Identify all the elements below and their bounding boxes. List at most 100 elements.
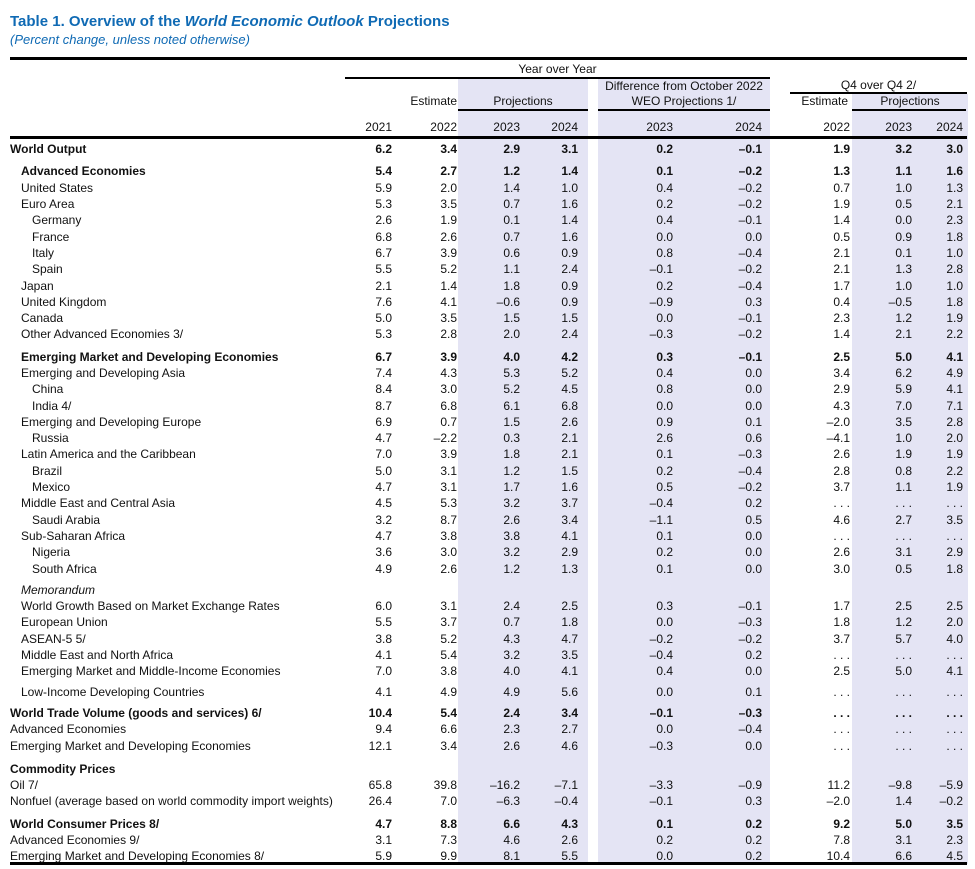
cell: 2.7: [440, 164, 457, 179]
cell: 3.5: [440, 197, 457, 212]
cell: 5.6: [561, 684, 578, 699]
cell: 0.2: [745, 648, 762, 663]
table-row: South Africa 4.9 2.6 1.2 1.3 0.1 0.0 3.0 0.5 1.8: [0, 560, 975, 576]
cell: . . .: [946, 722, 963, 737]
row-label: Oil 7/: [10, 778, 39, 793]
projections-q4-rule: [852, 109, 966, 111]
cell: 1.4: [561, 213, 578, 228]
table-row: Commodity Prices: [0, 761, 975, 777]
row-label: Advanced Economies 9/: [10, 833, 140, 848]
cell: 3.7: [833, 480, 850, 495]
cell: –0.9: [738, 778, 762, 793]
cell: 3.8: [503, 528, 520, 543]
cell: 2.6: [440, 229, 457, 244]
table-row: Sub-Saharan Africa 4.7 3.8 3.8 4.1 0.1 0.0 . . …: [0, 528, 975, 544]
table-title-italic: World Economic Outlook: [184, 13, 364, 30]
cell: 5.3: [375, 197, 392, 212]
cell: . . .: [946, 738, 963, 753]
table-row: Emerging Market and Middle-Income Econom…: [0, 663, 975, 679]
cell: 0.7: [440, 414, 457, 429]
cell: 1.5: [561, 463, 578, 478]
cell: 0.0: [656, 229, 673, 244]
cell: 0.0: [656, 849, 673, 864]
cell: 0.3: [745, 294, 762, 309]
cell: 4.3: [833, 398, 850, 413]
cell: 7.8: [833, 833, 850, 848]
cell: 2.9: [561, 545, 578, 560]
cell: 1.9: [946, 311, 963, 326]
cell: 2.6: [656, 431, 673, 446]
cell: 4.1: [561, 664, 578, 679]
row-label: Emerging Market and Developing Economies: [21, 349, 279, 364]
cell: –0.3: [738, 615, 762, 630]
cell: 2.5: [833, 664, 850, 679]
cell: –0.4: [649, 648, 673, 663]
row-label: European Union: [21, 615, 108, 630]
cell: 2.8: [833, 463, 850, 478]
cell: 2.5: [946, 599, 963, 614]
cell: 0.0: [656, 684, 673, 699]
cell: 3.8: [440, 528, 457, 543]
cell: 6.2: [375, 142, 392, 157]
cell: 1.9: [833, 197, 850, 212]
cell: . . .: [946, 528, 963, 543]
row-label: Mexico: [32, 480, 71, 495]
cell: 5.0: [375, 311, 392, 326]
cell: 3.5: [946, 512, 963, 527]
cell: –16.2: [489, 778, 520, 793]
cell: 12.1: [368, 738, 392, 753]
cell: 4.7: [375, 816, 392, 831]
projections-band-q4: [852, 94, 968, 864]
cell: 0.0: [745, 561, 762, 576]
cell: 2.2: [946, 463, 963, 478]
cell: 0.8: [895, 463, 912, 478]
cell: –0.1: [738, 142, 762, 157]
cell: 1.4: [833, 213, 850, 228]
yoy-group-label: Year over Year: [518, 62, 597, 76]
table-row: Nigeria 3.6 3.0 3.2 2.9 0.2 0.0 2.6 3.1 2.9: [0, 544, 975, 560]
cell: 3.5: [561, 648, 578, 663]
cell: 3.4: [561, 705, 578, 720]
cell: –0.2: [738, 197, 762, 212]
cell: –0.4: [649, 496, 673, 511]
cell: 7.6: [375, 294, 392, 309]
cell: 4.3: [440, 366, 457, 380]
cell: 3.2: [375, 512, 392, 527]
table-row: Emerging Market and Developing Economies…: [0, 848, 975, 864]
cell: 0.8: [656, 382, 673, 397]
table-row: Italy 6.7 3.9 0.6 0.9 0.8 –0.4 2.1 0.1 1.0: [0, 245, 975, 261]
cell: 0.1: [656, 816, 673, 831]
cell: 4.7: [375, 480, 392, 495]
row-label: Japan: [21, 278, 54, 293]
cell: 4.1: [946, 664, 963, 679]
cell: –0.2: [649, 631, 673, 646]
cell: 0.2: [656, 545, 673, 560]
cell: 5.2: [561, 366, 578, 380]
cell: 3.0: [833, 561, 850, 576]
estimate-label-yoy: Estimate: [410, 94, 457, 108]
cell: 3.9: [440, 447, 457, 462]
cell: 0.1: [656, 561, 673, 576]
cell: 4.7: [561, 631, 578, 646]
table-row: World Trade Volume (goods and services) …: [0, 705, 975, 721]
cell: 0.1: [745, 414, 762, 429]
cell: 7.3: [440, 833, 457, 848]
cell: 1.9: [946, 480, 963, 495]
cell: –0.1: [738, 349, 762, 364]
row-label: World Trade Volume (goods and services) …: [10, 705, 262, 720]
cell: 0.4: [656, 664, 673, 679]
cell: . . .: [946, 684, 963, 699]
cell: 1.2: [503, 164, 520, 179]
cell: . . .: [833, 738, 850, 753]
cell: 4.5: [946, 849, 963, 864]
row-label: Emerging and Developing Asia: [21, 366, 186, 380]
cell: 3.0: [946, 142, 963, 157]
cell: 4.9: [946, 366, 963, 380]
cell: 0.2: [745, 816, 762, 831]
table-row: United Kingdom 7.6 4.1 –0.6 0.9 –0.9 0.3 0.4 –0.…: [0, 294, 975, 310]
cell: 1.2: [503, 561, 520, 576]
cell: 4.1: [375, 684, 392, 699]
row-label: Memorandum: [21, 582, 96, 597]
cell: 5.7: [895, 631, 912, 646]
cell: 0.9: [656, 414, 673, 429]
